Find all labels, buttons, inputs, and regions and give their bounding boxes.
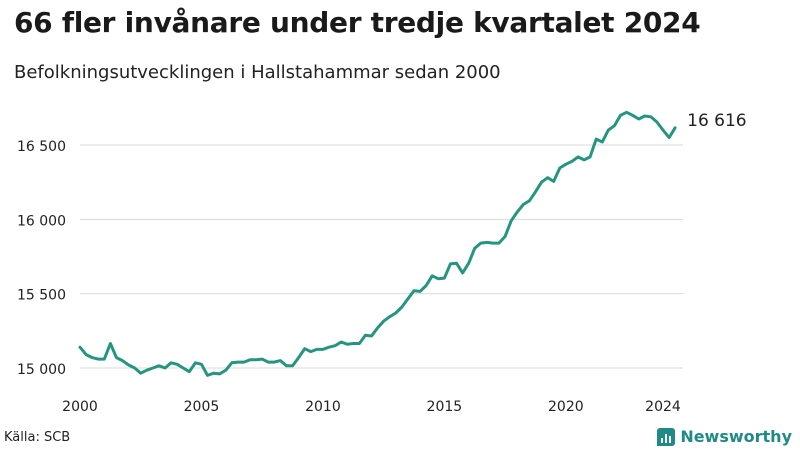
x-tick-label: 2010: [305, 399, 341, 415]
gridlines: [80, 144, 683, 369]
y-tick-label: 16 000: [17, 213, 66, 229]
x-tick-labels: 2000 2005 2010 2015 2020 2024: [62, 399, 681, 415]
series-lines: [78, 110, 677, 377]
y-tick-label: 15 500: [17, 288, 66, 304]
brand-name: Newsworthy: [680, 427, 792, 446]
brand-logo: Newsworthy: [657, 427, 792, 446]
chart-subtitle: Befolkningsutvecklingen i Hallstahammar …: [14, 62, 501, 83]
end-value-label: 16 616: [687, 111, 746, 131]
x-tick-label: 2005: [184, 399, 220, 415]
y-tick-label: 16 500: [17, 139, 66, 155]
x-tick-label: 2020: [548, 399, 584, 415]
source-note: Källa: SCB: [4, 430, 71, 445]
x-tick-label: 2024: [645, 399, 681, 415]
end-value-label-group: 16 616: [687, 111, 746, 131]
y-tick-labels: 15 000 15 500 16 000 16 500: [17, 139, 66, 378]
x-tick-label: 2015: [427, 399, 463, 415]
y-tick-label: 15 000: [17, 362, 66, 378]
newsworthy-logo-icon: [657, 427, 676, 446]
chart-title: 66 fler invånare under tredje kvartalet …: [14, 6, 701, 39]
x-tick-label: 2000: [62, 399, 98, 415]
line-chart: 15 000 15 500 16 000 16 500 2000 2005 2010 201…: [17, 110, 747, 415]
population-line: [78, 110, 677, 377]
